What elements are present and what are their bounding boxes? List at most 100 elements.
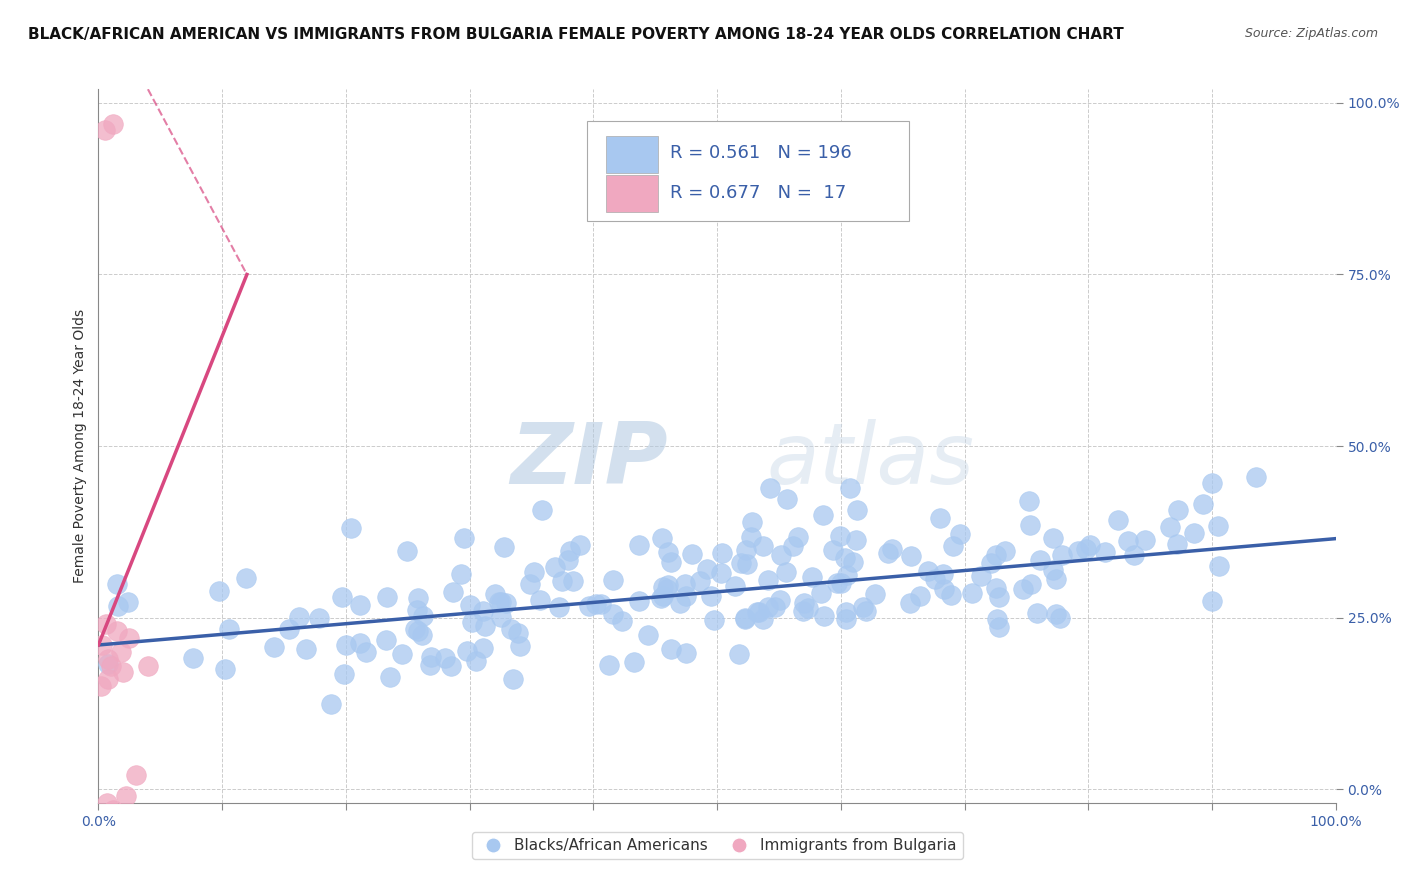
Point bbox=[1135, 533, 1157, 547]
Point bbox=[235, 571, 257, 585]
Point bbox=[1078, 538, 1101, 552]
Point bbox=[1167, 503, 1189, 517]
Point bbox=[740, 530, 762, 544]
Point bbox=[591, 598, 613, 612]
Point bbox=[775, 565, 797, 579]
Point bbox=[830, 575, 852, 590]
Point bbox=[986, 611, 1008, 625]
Point bbox=[456, 644, 478, 658]
Point bbox=[1208, 558, 1230, 573]
Point bbox=[987, 590, 1010, 604]
Point bbox=[544, 560, 567, 574]
Text: atlas: atlas bbox=[766, 418, 974, 502]
Point bbox=[105, 624, 128, 639]
Point bbox=[602, 607, 624, 622]
Point bbox=[825, 575, 848, 590]
Point bbox=[657, 545, 679, 559]
Point bbox=[700, 589, 723, 603]
Text: ZIP: ZIP bbox=[510, 418, 668, 502]
Point bbox=[710, 566, 733, 580]
Point bbox=[839, 481, 862, 495]
Point bbox=[100, 658, 122, 673]
Point bbox=[876, 546, 898, 560]
Point bbox=[752, 539, 775, 553]
Point bbox=[97, 673, 120, 687]
Point bbox=[1042, 563, 1064, 577]
Point bbox=[970, 569, 993, 583]
Point bbox=[495, 597, 517, 611]
Point bbox=[675, 646, 697, 660]
Point bbox=[752, 612, 775, 626]
Point bbox=[330, 591, 353, 605]
Point bbox=[1018, 494, 1040, 508]
Point bbox=[1116, 534, 1139, 549]
Point bbox=[461, 615, 484, 630]
Point bbox=[932, 582, 955, 596]
Point bbox=[1201, 476, 1223, 491]
Point bbox=[949, 527, 972, 541]
Point bbox=[419, 657, 441, 672]
Point bbox=[610, 614, 633, 628]
Text: R = 0.677   N =  17: R = 0.677 N = 17 bbox=[671, 184, 846, 202]
Point bbox=[214, 662, 236, 676]
Point bbox=[1029, 553, 1052, 567]
Point bbox=[929, 510, 952, 524]
Point bbox=[1019, 517, 1042, 532]
Point bbox=[531, 503, 554, 517]
Point bbox=[489, 610, 512, 624]
Point bbox=[769, 593, 792, 607]
Point bbox=[375, 590, 398, 604]
Point bbox=[406, 624, 429, 639]
Point bbox=[734, 611, 756, 625]
Point bbox=[1192, 498, 1215, 512]
Point bbox=[628, 594, 651, 608]
Point bbox=[349, 598, 371, 612]
Point bbox=[769, 549, 792, 563]
Point bbox=[396, 543, 419, 558]
Point bbox=[1052, 548, 1074, 562]
Point bbox=[846, 503, 869, 517]
Point bbox=[724, 579, 747, 593]
Point bbox=[1049, 611, 1071, 625]
Point bbox=[557, 553, 579, 567]
Point bbox=[898, 596, 921, 610]
Point bbox=[340, 521, 363, 535]
Point bbox=[759, 481, 782, 495]
Point bbox=[110, 645, 132, 659]
Point bbox=[333, 667, 356, 681]
Point bbox=[797, 600, 820, 615]
Point bbox=[1159, 520, 1181, 534]
Point bbox=[502, 672, 524, 686]
Point bbox=[94, 617, 117, 632]
Point bbox=[585, 598, 607, 612]
Point bbox=[1012, 582, 1035, 596]
Point bbox=[117, 594, 139, 608]
Point bbox=[1123, 548, 1146, 562]
Point bbox=[735, 543, 758, 558]
Point bbox=[406, 603, 429, 617]
Point bbox=[335, 638, 357, 652]
Point bbox=[1045, 607, 1067, 621]
Point bbox=[659, 641, 682, 656]
Point bbox=[1067, 543, 1090, 558]
Point bbox=[1019, 577, 1042, 591]
Point bbox=[673, 577, 696, 591]
Point bbox=[811, 508, 834, 522]
Point bbox=[980, 556, 1002, 570]
Point bbox=[349, 636, 371, 650]
Point bbox=[529, 592, 551, 607]
FancyBboxPatch shape bbox=[588, 121, 908, 221]
Point bbox=[681, 547, 703, 561]
Point bbox=[96, 796, 118, 810]
Text: Source: ZipAtlas.com: Source: ZipAtlas.com bbox=[1244, 27, 1378, 40]
Point bbox=[1107, 513, 1129, 527]
Point bbox=[112, 665, 135, 680]
Point bbox=[787, 531, 810, 545]
Point bbox=[900, 549, 922, 563]
Point bbox=[114, 789, 136, 803]
Point bbox=[1074, 541, 1097, 556]
Point bbox=[657, 578, 679, 592]
Point bbox=[440, 658, 463, 673]
Point bbox=[932, 567, 955, 582]
Point bbox=[801, 570, 824, 584]
